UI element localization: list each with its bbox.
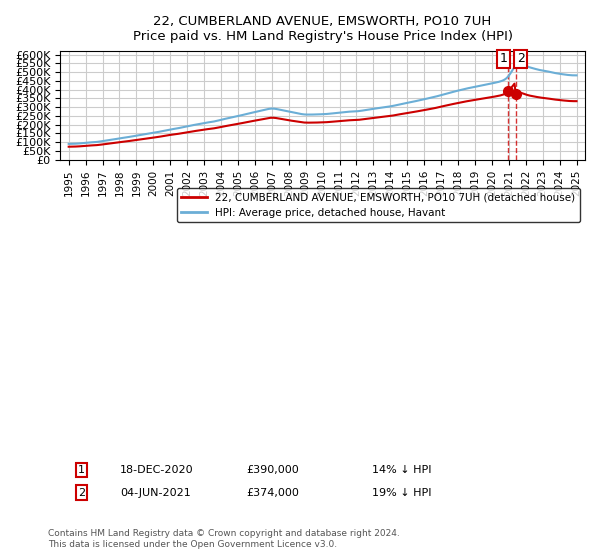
Text: 2: 2 — [517, 53, 524, 66]
Text: 1: 1 — [499, 53, 507, 66]
Text: £374,000: £374,000 — [246, 488, 299, 498]
Title: 22, CUMBERLAND AVENUE, EMSWORTH, PO10 7UH
Price paid vs. HM Land Registry's Hous: 22, CUMBERLAND AVENUE, EMSWORTH, PO10 7U… — [133, 15, 512, 43]
Text: 18-DEC-2020: 18-DEC-2020 — [120, 465, 194, 475]
Text: 14% ↓ HPI: 14% ↓ HPI — [372, 465, 431, 475]
Text: 1: 1 — [78, 465, 85, 475]
Text: 19% ↓ HPI: 19% ↓ HPI — [372, 488, 431, 498]
Legend: 22, CUMBERLAND AVENUE, EMSWORTH, PO10 7UH (detached house), HPI: Average price, : 22, CUMBERLAND AVENUE, EMSWORTH, PO10 7U… — [177, 188, 580, 222]
Text: Contains HM Land Registry data © Crown copyright and database right 2024.
This d: Contains HM Land Registry data © Crown c… — [48, 529, 400, 549]
Text: 2: 2 — [78, 488, 85, 498]
Text: £390,000: £390,000 — [246, 465, 299, 475]
Text: 04-JUN-2021: 04-JUN-2021 — [120, 488, 191, 498]
